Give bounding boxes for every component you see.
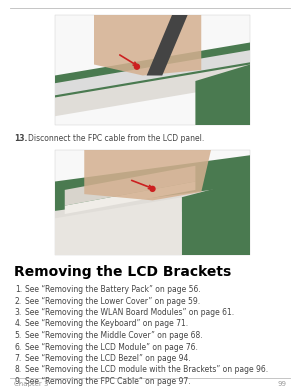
Polygon shape [55,64,250,116]
Polygon shape [55,50,250,95]
Circle shape [150,186,155,191]
Polygon shape [55,185,250,229]
Text: See “Removing the Keyboard” on page 71.: See “Removing the Keyboard” on page 71. [25,319,188,329]
Text: See “Removing the Middle Cover” on page 68.: See “Removing the Middle Cover” on page … [25,331,203,340]
Text: 3.: 3. [15,308,22,317]
Text: See “Removing the LCD Module” on page 76.: See “Removing the LCD Module” on page 76… [25,343,198,352]
Polygon shape [55,197,182,255]
Circle shape [134,64,140,69]
Text: 7.: 7. [15,354,22,363]
Text: 8.: 8. [15,365,22,374]
Text: Chapter 3: Chapter 3 [14,381,49,387]
Polygon shape [55,43,250,109]
Text: 99: 99 [277,381,286,387]
Text: 5.: 5. [15,331,22,340]
Text: See “Removing the LCD Bezel” on page 94.: See “Removing the LCD Bezel” on page 94. [25,354,191,363]
Text: 13.: 13. [14,134,27,143]
Polygon shape [65,166,195,206]
Text: See “Removing the Battery Pack” on page 56.: See “Removing the Battery Pack” on page … [25,285,201,294]
Bar [55,15,250,125]
Polygon shape [94,15,201,76]
Text: See “Removing the FPC Cable” on page 97.: See “Removing the FPC Cable” on page 97. [25,377,191,386]
Polygon shape [65,182,195,214]
Text: Disconnect the FPC cable from the LCD panel.: Disconnect the FPC cable from the LCD pa… [28,134,204,143]
Text: See “Removing the LCD module with the Brackets” on page 96.: See “Removing the LCD module with the Br… [25,365,268,374]
Polygon shape [84,150,211,200]
Text: See “Removing the Lower Cover” on page 59.: See “Removing the Lower Cover” on page 5… [25,296,200,305]
Polygon shape [182,179,250,255]
Text: 2.: 2. [15,296,22,305]
Bar [55,150,250,255]
Text: 9.: 9. [15,377,22,386]
Polygon shape [147,15,188,76]
Polygon shape [55,155,250,218]
Text: 1.: 1. [15,285,22,294]
Polygon shape [195,64,250,125]
Text: Removing the LCD Brackets: Removing the LCD Brackets [14,265,231,279]
Text: 6.: 6. [15,343,22,352]
Text: 4.: 4. [15,319,22,329]
Text: See “Removing the WLAN Board Modules” on page 61.: See “Removing the WLAN Board Modules” on… [25,308,234,317]
